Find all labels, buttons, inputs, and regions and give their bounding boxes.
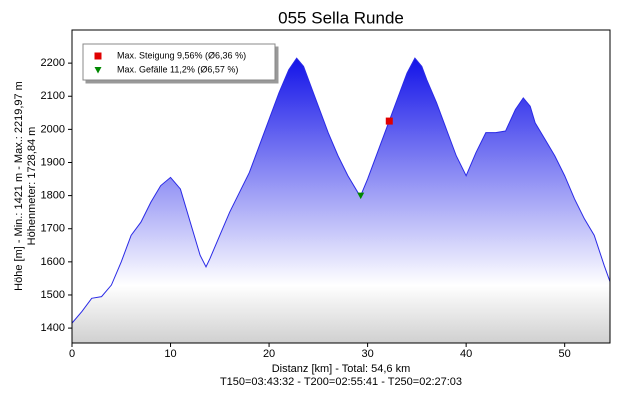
x-tick-label: 10 bbox=[164, 348, 176, 360]
legend-label: Max. Gefälle 11,2% (Ø6,57 %) bbox=[117, 64, 238, 74]
x-tick-label: 0 bbox=[69, 348, 75, 360]
chart-title: 055 Sella Runde bbox=[278, 8, 404, 27]
plot-frame bbox=[71, 29, 611, 344]
x-axis-label: T150=03:43:32 - T200=02:55:41 - T250=02:… bbox=[220, 376, 462, 388]
y-tick-label: 1500 bbox=[41, 289, 65, 301]
profile-line bbox=[71, 57, 611, 324]
x-tick-label: 40 bbox=[460, 348, 472, 360]
x-tick-label: 30 bbox=[361, 348, 373, 360]
y-axis-label: Höhe [m] - Min.: 1421 m - Max.: 2219,97 … bbox=[13, 81, 25, 291]
y-axis-label: Höhenmeter: 1728,84 m bbox=[26, 127, 38, 246]
area-fill bbox=[72, 58, 610, 343]
y-tick-label: 1700 bbox=[41, 223, 65, 235]
legend-label: Max. Steigung 9,56% (Ø6,36 %) bbox=[117, 50, 246, 60]
legend-swatch bbox=[94, 67, 102, 74]
y-tick-label: 1900 bbox=[41, 156, 65, 168]
y-tick-label: 1400 bbox=[41, 322, 65, 334]
marker bbox=[357, 192, 365, 200]
legend-box bbox=[82, 43, 276, 81]
x-axis-label: Distanz [km] - Total: 54,6 km bbox=[272, 363, 411, 375]
x-tick-label: 20 bbox=[263, 348, 275, 360]
y-tick-label: 2100 bbox=[41, 90, 65, 102]
legend-swatch bbox=[94, 52, 102, 60]
y-tick-label: 2000 bbox=[41, 123, 65, 135]
marker bbox=[385, 117, 393, 125]
y-tick-label: 1800 bbox=[41, 190, 65, 202]
x-tick-label: 50 bbox=[559, 348, 571, 360]
y-tick-label: 1600 bbox=[41, 256, 65, 268]
y-tick-label: 2200 bbox=[41, 57, 65, 69]
